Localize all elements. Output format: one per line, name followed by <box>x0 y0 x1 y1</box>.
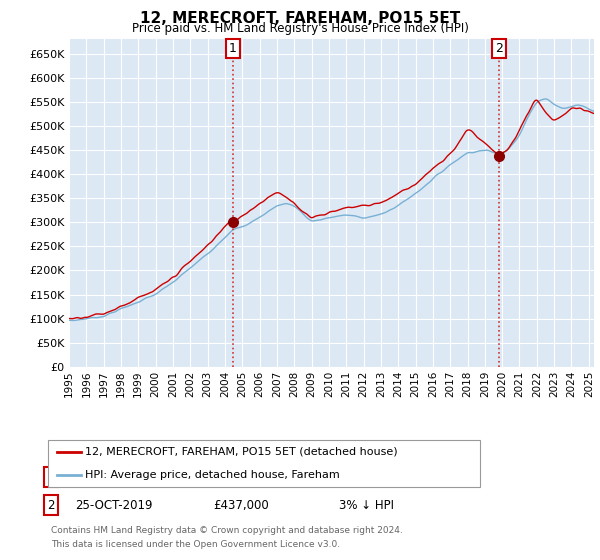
Text: 2: 2 <box>495 42 503 55</box>
Text: 3% ↓ HPI: 3% ↓ HPI <box>339 498 394 512</box>
Text: 8% ↑ HPI: 8% ↑ HPI <box>339 470 394 484</box>
Text: Contains HM Land Registry data © Crown copyright and database right 2024.: Contains HM Land Registry data © Crown c… <box>51 526 403 535</box>
Text: 11-JUN-2004: 11-JUN-2004 <box>75 470 150 484</box>
Text: 25-OCT-2019: 25-OCT-2019 <box>75 498 152 512</box>
Text: 12, MERECROFT, FAREHAM, PO15 5ET: 12, MERECROFT, FAREHAM, PO15 5ET <box>140 11 460 26</box>
Text: 12, MERECROFT, FAREHAM, PO15 5ET (detached house): 12, MERECROFT, FAREHAM, PO15 5ET (detach… <box>85 447 398 457</box>
Text: HPI: Average price, detached house, Fareham: HPI: Average price, detached house, Fare… <box>85 470 340 480</box>
Text: £300,000: £300,000 <box>213 470 269 484</box>
Text: 1: 1 <box>47 470 55 484</box>
Text: This data is licensed under the Open Government Licence v3.0.: This data is licensed under the Open Gov… <box>51 540 340 549</box>
Text: 2: 2 <box>47 498 55 512</box>
Text: Price paid vs. HM Land Registry's House Price Index (HPI): Price paid vs. HM Land Registry's House … <box>131 22 469 35</box>
Text: £437,000: £437,000 <box>213 498 269 512</box>
Text: 1: 1 <box>229 42 236 55</box>
